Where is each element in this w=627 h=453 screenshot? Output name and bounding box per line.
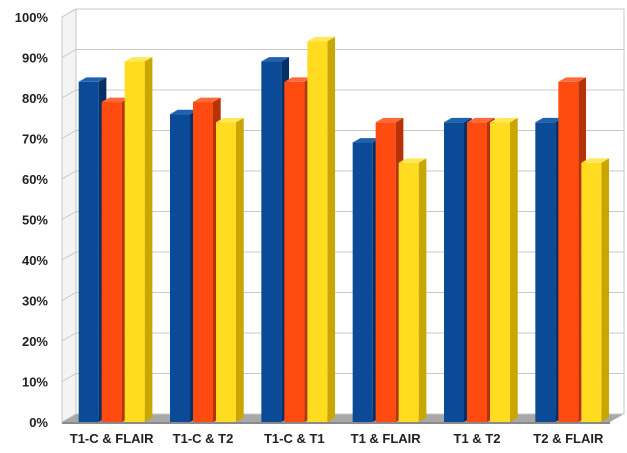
y-tick-label: 70% bbox=[22, 132, 48, 147]
bar-side bbox=[601, 158, 610, 422]
y-tick-label: 90% bbox=[22, 51, 48, 66]
y-tick-label: 80% bbox=[22, 91, 48, 106]
x-tick-label: T1-C & T1 bbox=[264, 431, 325, 446]
bar-side bbox=[418, 158, 427, 422]
y-tick-label: 0% bbox=[29, 415, 48, 430]
y-tick-label: 50% bbox=[22, 213, 48, 228]
x-tick-label: T1-C & FLAIR bbox=[70, 431, 154, 446]
bar bbox=[398, 158, 427, 423]
bar-front bbox=[170, 114, 190, 422]
bar-front bbox=[558, 81, 579, 423]
bar bbox=[490, 117, 518, 423]
bar-top bbox=[444, 117, 472, 123]
gridline bbox=[61, 292, 624, 301]
gridline bbox=[61, 332, 624, 342]
gridline bbox=[61, 211, 624, 220]
bar-top bbox=[375, 117, 404, 123]
bar-top bbox=[467, 117, 495, 123]
x-axis-tick-labels: T1-C & FLAIR T1-C & T2 T1-C & T1 T1 & FLAIR… bbox=[70, 431, 604, 446]
bar bbox=[581, 158, 610, 423]
gridline bbox=[61, 413, 624, 423]
bar bbox=[307, 36, 336, 423]
bar-side bbox=[510, 117, 518, 423]
bar-front bbox=[352, 142, 373, 423]
y-tick-label: 10% bbox=[22, 375, 48, 390]
bar-top bbox=[101, 97, 130, 103]
bar-top bbox=[193, 97, 221, 103]
gridline bbox=[61, 89, 624, 99]
bar-side bbox=[236, 117, 244, 423]
bar-front bbox=[535, 122, 556, 423]
y-tick-label: 30% bbox=[22, 294, 48, 309]
bar-side bbox=[144, 57, 153, 423]
bar-top bbox=[78, 77, 107, 82]
x-tick-label: T2 & FLAIR bbox=[533, 431, 604, 446]
bar-front bbox=[216, 122, 236, 423]
bar-top bbox=[352, 138, 381, 143]
y-tick-label: 20% bbox=[22, 334, 48, 349]
bar-top bbox=[398, 158, 427, 163]
bar-front bbox=[490, 122, 510, 423]
bar-top bbox=[261, 57, 290, 62]
gridline bbox=[61, 170, 624, 180]
bar-front bbox=[78, 81, 99, 423]
bar-front bbox=[261, 61, 282, 423]
y-tick-label: 40% bbox=[22, 253, 48, 268]
bar-top bbox=[581, 158, 610, 163]
bar-top bbox=[170, 109, 198, 115]
bar-top bbox=[535, 117, 564, 123]
bars bbox=[78, 36, 610, 423]
x-tick-label: T1 & T2 bbox=[454, 431, 501, 446]
bar-front bbox=[101, 102, 122, 423]
bar-front bbox=[284, 81, 305, 423]
bar-top bbox=[284, 77, 313, 82]
bar-top bbox=[307, 36, 336, 42]
bar-front bbox=[444, 122, 464, 423]
bar-top bbox=[124, 57, 153, 62]
gridline bbox=[61, 373, 624, 382]
gridline bbox=[61, 251, 624, 261]
gridline bbox=[61, 130, 624, 139]
bar-front bbox=[467, 122, 487, 423]
bar bbox=[124, 57, 153, 423]
bar-front bbox=[375, 122, 396, 423]
y-tick-label: 100% bbox=[15, 10, 49, 25]
bar-front bbox=[581, 162, 602, 423]
bar-front bbox=[193, 102, 213, 423]
bar-front bbox=[307, 41, 328, 423]
bar-side bbox=[327, 36, 336, 423]
bar bbox=[216, 117, 244, 423]
bar-top bbox=[490, 117, 518, 123]
bar-front bbox=[124, 61, 145, 423]
gridline bbox=[61, 8, 624, 18]
y-axis-tick-labels: 0% 10% 20% 30% 40% 50% 60% 70% 80% 90% 100% bbox=[15, 10, 49, 430]
x-tick-label: T1 & FLAIR bbox=[351, 431, 422, 446]
bar-top bbox=[558, 77, 587, 82]
gridlines bbox=[61, 8, 624, 423]
y-tick-label: 60% bbox=[22, 172, 48, 187]
bar-front bbox=[398, 162, 419, 423]
x-tick-label: T1-C & T2 bbox=[173, 431, 234, 446]
bar-top bbox=[216, 117, 244, 123]
gridline bbox=[61, 49, 624, 58]
